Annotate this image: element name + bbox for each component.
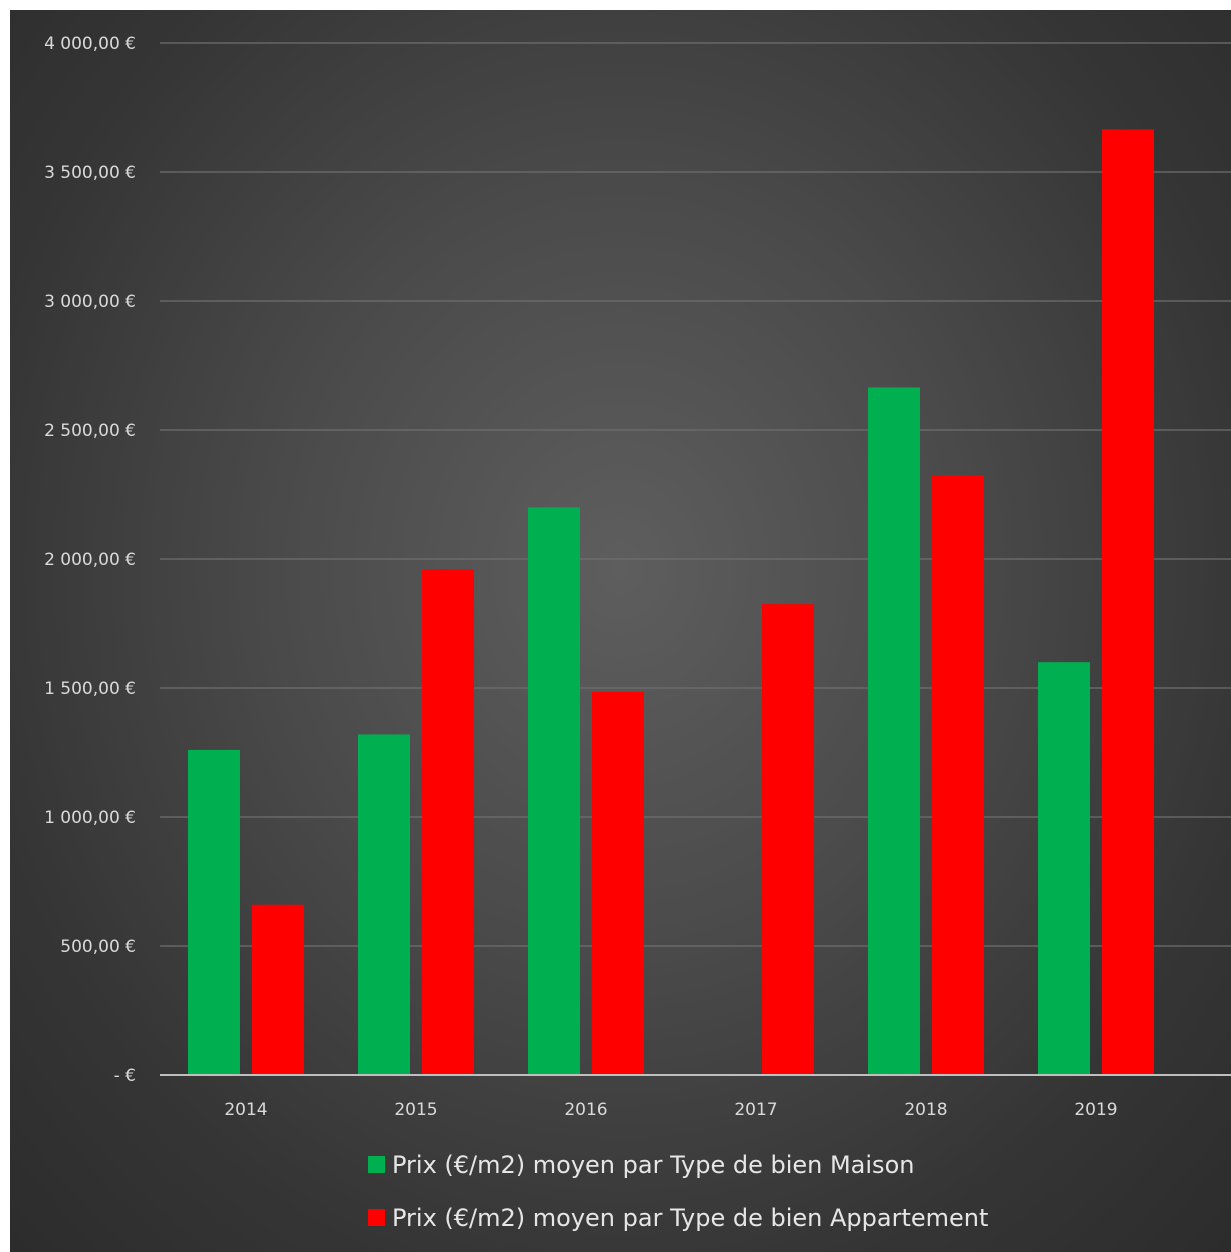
y-tick-label: 3 500,00 € — [44, 163, 136, 183]
legend-swatch-appartement — [368, 1209, 385, 1226]
legend-label-maison: Prix (€/m2) moyen par Type de bien Maiso… — [392, 1151, 914, 1179]
y-tick-label: 1 500,00 € — [44, 679, 136, 699]
y-tick-label: - € — [114, 1066, 136, 1086]
bar-appartement-2016 — [592, 691, 644, 1075]
x-tick-label: 2018 — [904, 1100, 947, 1120]
x-tick-label: 2017 — [734, 1100, 777, 1120]
legend-swatch-maison — [368, 1156, 385, 1173]
x-tick-label: 2015 — [394, 1100, 437, 1120]
bar-chart: - € 500,00 € 1 000,00 € 1 500,00 € 2 000,00 … — [44, 34, 1231, 1232]
bar-appartement-2017 — [762, 604, 814, 1075]
x-tick-label: 2019 — [1074, 1100, 1117, 1120]
bar-maison-2015 — [358, 734, 410, 1075]
bar-maison-2014 — [188, 749, 240, 1075]
bars — [188, 129, 1154, 1075]
y-tick-label: 4 000,00 € — [44, 34, 136, 54]
bar-appartement-2018 — [932, 475, 984, 1075]
x-tick-label: 2014 — [224, 1100, 267, 1120]
y-tick-label: 2 500,00 € — [44, 421, 136, 441]
legend-label-appartement: Prix (€/m2) moyen par Type de bien Appar… — [392, 1204, 988, 1232]
y-tick-label: 1 000,00 € — [44, 808, 136, 828]
chart-area: - € 500,00 € 1 000,00 € 1 500,00 € 2 000,00 … — [10, 10, 1231, 1252]
x-tick-label: 2016 — [564, 1100, 607, 1120]
bar-appartement-2014 — [252, 904, 304, 1075]
bar-maison-2016 — [528, 507, 580, 1075]
y-tick-label: 500,00 € — [60, 937, 136, 957]
y-tick-label: 3 000,00 € — [44, 292, 136, 312]
y-axis-labels: - € 500,00 € 1 000,00 € 1 500,00 € 2 000,00 … — [44, 34, 136, 1086]
bar-appartement-2015 — [422, 569, 474, 1075]
bar-maison-2018 — [868, 387, 920, 1075]
bar-maison-2019 — [1038, 662, 1090, 1075]
bar-appartement-2019 — [1102, 129, 1154, 1075]
x-axis: 2014 2015 2016 2017 2018 2019 — [160, 1074, 1231, 1120]
gridlines — [160, 42, 1231, 947]
y-tick-label: 2 000,00 € — [44, 550, 136, 570]
legend: Prix (€/m2) moyen par Type de bien Maiso… — [368, 1151, 988, 1232]
